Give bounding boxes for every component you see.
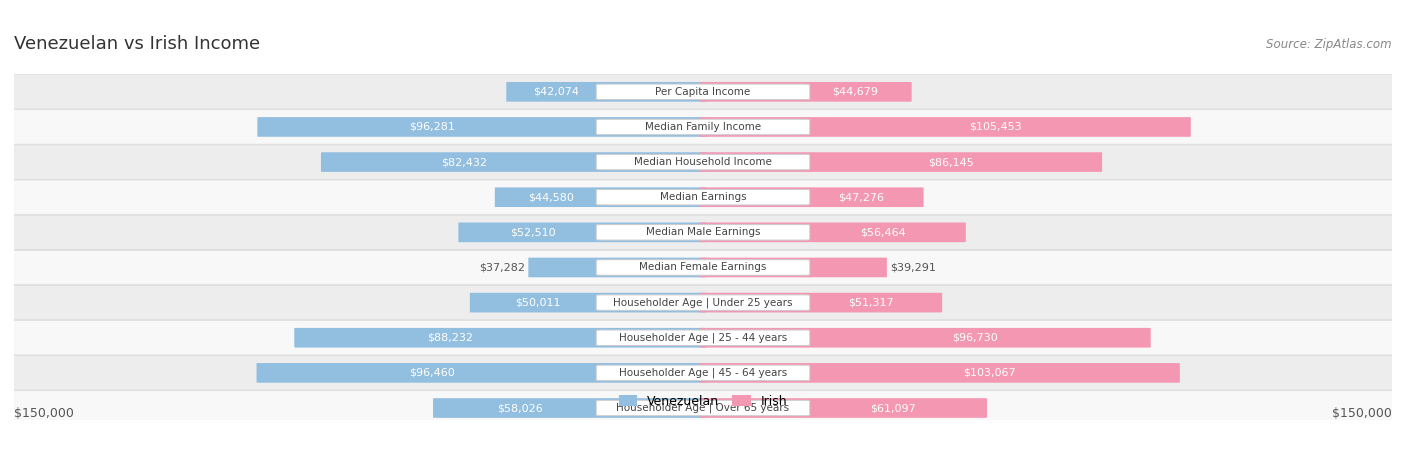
Text: Householder Age | Under 25 years: Householder Age | Under 25 years	[613, 297, 793, 308]
FancyBboxPatch shape	[700, 293, 942, 312]
FancyBboxPatch shape	[433, 398, 706, 418]
FancyBboxPatch shape	[596, 400, 810, 416]
FancyBboxPatch shape	[700, 82, 911, 102]
FancyBboxPatch shape	[596, 155, 810, 170]
FancyBboxPatch shape	[7, 250, 1399, 285]
Text: Median Male Earnings: Median Male Earnings	[645, 227, 761, 237]
Legend: Venezuelan, Irish: Venezuelan, Irish	[619, 395, 787, 408]
Text: $44,679: $44,679	[832, 87, 879, 97]
FancyBboxPatch shape	[470, 293, 706, 312]
FancyBboxPatch shape	[596, 84, 810, 99]
FancyBboxPatch shape	[700, 117, 1191, 137]
Text: Median Household Income: Median Household Income	[634, 157, 772, 167]
FancyBboxPatch shape	[458, 222, 706, 242]
FancyBboxPatch shape	[257, 117, 706, 137]
Text: Median Family Income: Median Family Income	[645, 122, 761, 132]
Text: $96,460: $96,460	[409, 368, 454, 378]
Text: $39,291: $39,291	[890, 262, 936, 272]
Text: $37,282: $37,282	[479, 262, 524, 272]
FancyBboxPatch shape	[321, 152, 706, 172]
FancyBboxPatch shape	[7, 356, 1399, 390]
Text: Source: ZipAtlas.com: Source: ZipAtlas.com	[1267, 38, 1392, 51]
Text: $150,000: $150,000	[14, 407, 75, 420]
Text: Per Capita Income: Per Capita Income	[655, 87, 751, 97]
FancyBboxPatch shape	[7, 391, 1399, 425]
FancyBboxPatch shape	[294, 328, 706, 347]
FancyBboxPatch shape	[700, 258, 887, 277]
Text: Householder Age | 25 - 44 years: Householder Age | 25 - 44 years	[619, 333, 787, 343]
FancyBboxPatch shape	[7, 320, 1399, 355]
Text: Venezuelan vs Irish Income: Venezuelan vs Irish Income	[14, 35, 260, 53]
FancyBboxPatch shape	[700, 398, 987, 418]
Text: $51,317: $51,317	[848, 297, 894, 308]
Text: $103,067: $103,067	[963, 368, 1017, 378]
FancyBboxPatch shape	[700, 222, 966, 242]
FancyBboxPatch shape	[596, 119, 810, 134]
Text: Householder Age | Over 65 years: Householder Age | Over 65 years	[616, 403, 790, 413]
Text: $50,011: $50,011	[516, 297, 561, 308]
Text: $56,464: $56,464	[859, 227, 905, 237]
FancyBboxPatch shape	[7, 180, 1399, 214]
Text: Median Female Earnings: Median Female Earnings	[640, 262, 766, 272]
Text: $105,453: $105,453	[969, 122, 1021, 132]
FancyBboxPatch shape	[529, 258, 706, 277]
Text: $61,097: $61,097	[870, 403, 917, 413]
Text: $44,580: $44,580	[527, 192, 574, 202]
Text: $150,000: $150,000	[1331, 407, 1392, 420]
Text: $96,730: $96,730	[952, 333, 998, 343]
FancyBboxPatch shape	[596, 260, 810, 275]
FancyBboxPatch shape	[596, 365, 810, 381]
FancyBboxPatch shape	[596, 330, 810, 346]
Text: $86,145: $86,145	[928, 157, 973, 167]
FancyBboxPatch shape	[256, 363, 706, 383]
FancyBboxPatch shape	[495, 187, 706, 207]
Text: $96,281: $96,281	[409, 122, 456, 132]
FancyBboxPatch shape	[7, 285, 1399, 320]
Text: Householder Age | 45 - 64 years: Householder Age | 45 - 64 years	[619, 368, 787, 378]
Text: Median Earnings: Median Earnings	[659, 192, 747, 202]
FancyBboxPatch shape	[506, 82, 706, 102]
Text: $47,276: $47,276	[838, 192, 884, 202]
FancyBboxPatch shape	[596, 225, 810, 240]
Text: $42,074: $42,074	[533, 87, 579, 97]
FancyBboxPatch shape	[700, 328, 1150, 347]
FancyBboxPatch shape	[700, 187, 924, 207]
FancyBboxPatch shape	[700, 152, 1102, 172]
FancyBboxPatch shape	[7, 110, 1399, 144]
FancyBboxPatch shape	[700, 363, 1180, 383]
FancyBboxPatch shape	[7, 75, 1399, 109]
Text: $58,026: $58,026	[496, 403, 543, 413]
Text: $82,432: $82,432	[440, 157, 486, 167]
FancyBboxPatch shape	[7, 145, 1399, 179]
FancyBboxPatch shape	[7, 215, 1399, 249]
FancyBboxPatch shape	[596, 190, 810, 205]
Text: $88,232: $88,232	[427, 333, 474, 343]
FancyBboxPatch shape	[596, 295, 810, 311]
Text: $52,510: $52,510	[509, 227, 555, 237]
